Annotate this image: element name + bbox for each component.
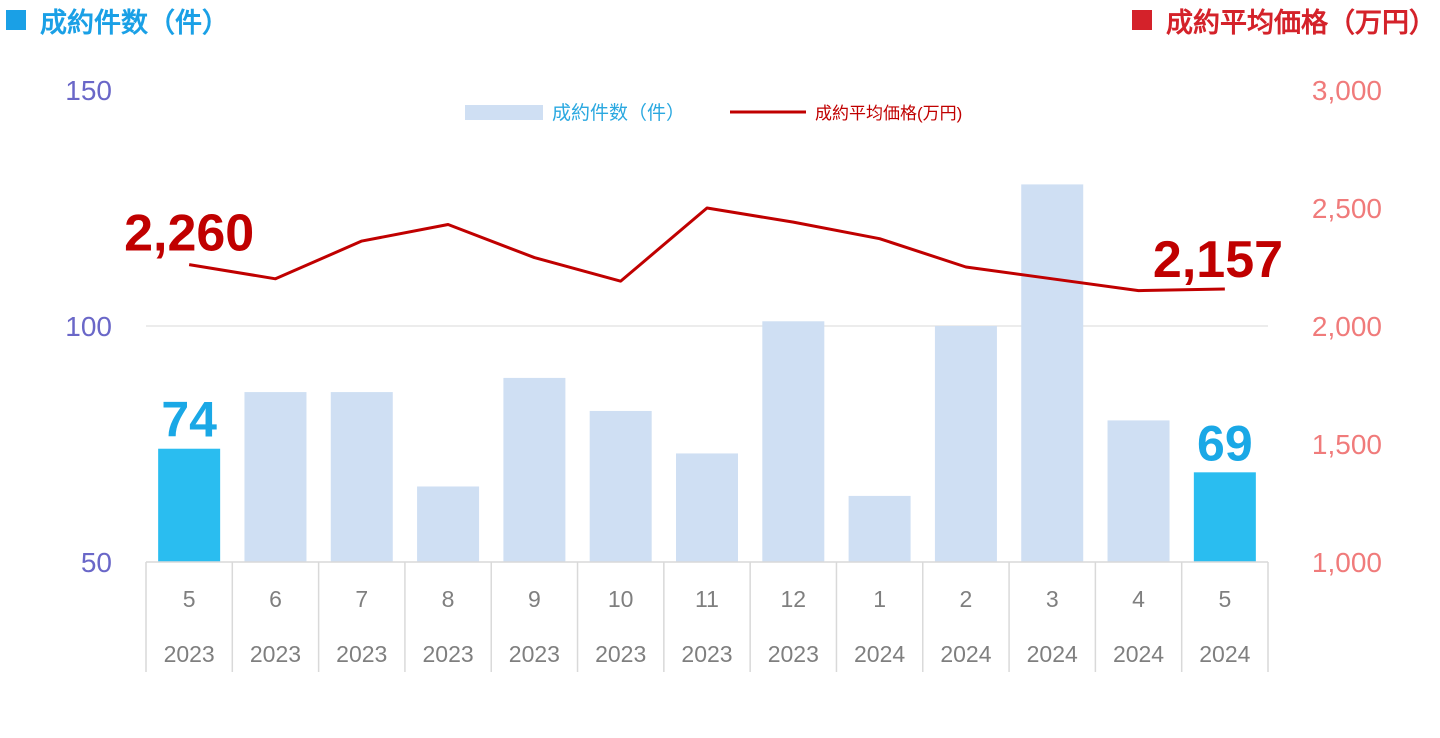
x-tick-label-month: 7 <box>355 586 368 612</box>
bar <box>244 392 307 562</box>
bar <box>417 486 480 562</box>
bar <box>934 326 997 562</box>
bar <box>1107 420 1170 562</box>
legend-bar-swatch <box>465 105 543 120</box>
bar <box>848 495 911 562</box>
x-tick-label-month: 4 <box>1132 586 1145 612</box>
header-left: 成約件数（件） <box>6 2 229 39</box>
x-tick-label-year: 2024 <box>1113 641 1164 667</box>
right-axis-tick-label: 1,500 <box>1312 429 1382 460</box>
right-axis-tick-label: 3,000 <box>1312 75 1382 106</box>
x-tick-label-year: 2023 <box>509 641 560 667</box>
x-tick-label-year: 2023 <box>336 641 387 667</box>
left-axis-tick-label: 150 <box>65 75 112 106</box>
bar <box>762 321 825 562</box>
x-tick-label-year: 2024 <box>940 641 991 667</box>
bar <box>1021 184 1084 562</box>
right-axis-tick-label: 2,000 <box>1312 311 1382 342</box>
data-label-last-count: 69 <box>1197 415 1253 471</box>
x-tick-label-month: 10 <box>608 586 634 612</box>
bar <box>330 392 393 562</box>
right-axis-title: 成約平均価格（万円） <box>1166 7 1436 39</box>
data-label-first-price: 2,260 <box>124 205 254 263</box>
left-axis-title: 成約件数（件） <box>40 7 229 39</box>
x-tick-label-month: 5 <box>1218 586 1231 612</box>
x-tick-label-month: 11 <box>695 586 719 612</box>
left-axis-tick-label: 100 <box>65 311 112 342</box>
x-tick-label-month: 2 <box>960 586 973 612</box>
legend-line-label: 成約平均価格(万円) <box>815 104 962 123</box>
right-axis-tick-label: 1,000 <box>1312 547 1382 578</box>
bar <box>676 453 738 562</box>
left-series-square-icon <box>6 10 26 30</box>
legend-bar-label: 成約件数（件） <box>552 102 685 124</box>
bar-highlight <box>158 448 221 562</box>
left-axis-tick-label: 50 <box>81 547 112 578</box>
x-tick-label-year: 2024 <box>1027 641 1078 667</box>
bar-highlight <box>1193 472 1256 562</box>
x-tick-label-year: 2023 <box>768 641 819 667</box>
x-tick-label-year: 2023 <box>164 641 215 667</box>
x-tick-label-month: 5 <box>183 586 196 612</box>
x-tick-label-month: 12 <box>781 586 807 612</box>
x-tick-label-year: 2024 <box>1199 641 1250 667</box>
x-tick-label-year: 2023 <box>250 641 301 667</box>
data-label-first-count: 74 <box>161 392 217 448</box>
x-tick-label-year: 2023 <box>422 641 473 667</box>
x-tick-label-month: 9 <box>528 586 541 612</box>
right-axis-tick-label: 2,500 <box>1312 193 1382 224</box>
x-tick-label-month: 6 <box>269 586 282 612</box>
x-tick-label-year: 2024 <box>854 641 905 667</box>
x-tick-label-month: 3 <box>1046 586 1059 612</box>
bar <box>589 410 652 562</box>
x-tick-label-year: 2023 <box>681 641 732 667</box>
bar <box>503 377 566 562</box>
x-tick-label-month: 1 <box>873 586 886 612</box>
x-tick-label-year: 2023 <box>595 641 646 667</box>
x-tick-label-month: 8 <box>442 586 455 612</box>
header-right: 成約平均価格（万円） <box>1132 2 1436 39</box>
data-label-last-price: 2,157 <box>1153 231 1283 289</box>
right-series-square-icon <box>1132 10 1152 30</box>
